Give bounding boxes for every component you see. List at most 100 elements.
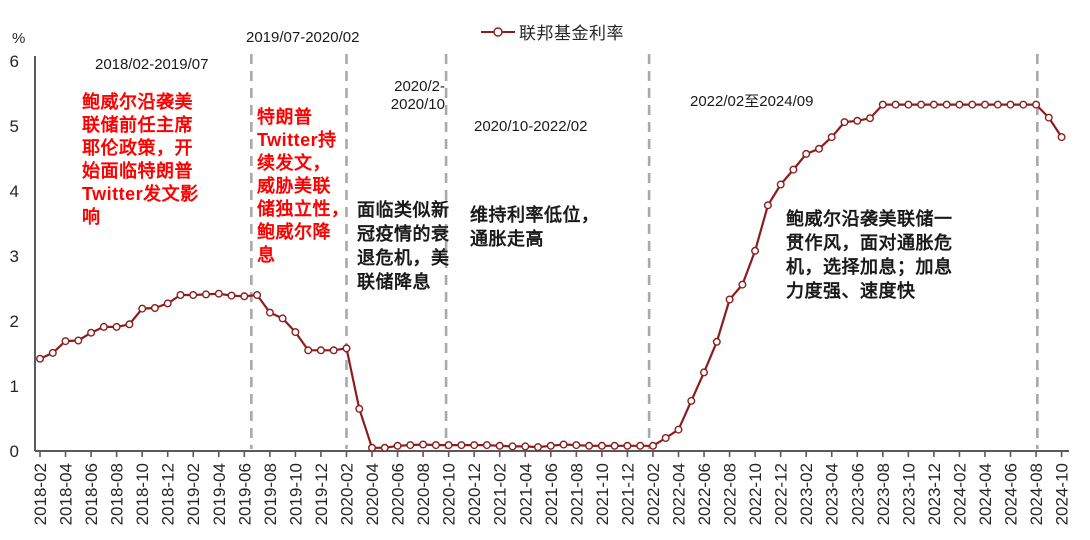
data-point-marker	[610, 441, 619, 450]
y-axis-tick-label: 4	[10, 182, 19, 201]
data-point-marker	[700, 368, 709, 377]
data-point-marker	[265, 308, 274, 317]
x-axis-tick-label: 2022-06	[695, 463, 714, 525]
data-point-marker	[291, 328, 300, 337]
note-2019: 特朗普 Twitter持 续发文， 威胁美联 储独立性， 鲍威尔降息	[257, 106, 350, 267]
data-point-marker	[687, 396, 696, 405]
x-axis-tick-label: 2024-08	[1027, 463, 1046, 525]
data-point-marker	[968, 100, 977, 109]
note-2018-line: 始面临特朗普	[82, 161, 193, 181]
data-point-marker	[201, 290, 210, 299]
note-2022-line: 力度强、速度快	[786, 281, 916, 301]
x-axis-tick-label: 2018-04	[57, 463, 76, 525]
data-point-marker	[572, 441, 581, 450]
x-axis-tick-label: 2023-10	[899, 463, 918, 525]
y-axis-tick-label: 2	[10, 312, 19, 331]
note-2022: 鲍威尔沿袭美联储一 贯作风，面对通胀危 机，选择加息；加息 力度强、速度快	[786, 207, 953, 303]
data-point-marker	[470, 441, 479, 450]
y-axis-tick-label: 3	[10, 247, 19, 266]
x-axis-tick-label: 2020-06	[389, 463, 408, 525]
data-point-marker	[444, 441, 453, 450]
y-axis-tick-label: 5	[10, 117, 19, 136]
data-point-marker	[674, 425, 683, 434]
data-point-marker	[431, 441, 440, 450]
x-axis-tick-label: 2019-06	[235, 463, 254, 525]
y-axis-tick-label: 6	[10, 52, 19, 71]
x-axis-tick-label: 2018-12	[159, 463, 178, 525]
x-axis-tick-label: 2021-02	[491, 463, 510, 525]
data-point-marker	[661, 434, 670, 443]
note-2018: 鲍威尔沿袭美 联储前任主席 耶伦政策，开 始面临特朗普 Twitter发文影响	[82, 91, 199, 229]
x-axis-tick-label: 2021-12	[618, 463, 637, 525]
data-point-marker	[815, 144, 824, 153]
period-label-2020a-line: 2020/2-	[394, 78, 445, 95]
note-2019-line: 储独立性，	[257, 199, 350, 219]
data-point-marker	[1032, 100, 1041, 109]
data-point-marker	[751, 246, 760, 255]
data-point-marker	[508, 442, 517, 451]
data-point-marker	[36, 354, 45, 363]
data-point-marker	[955, 100, 964, 109]
data-point-marker	[559, 440, 568, 449]
x-axis-tick-label: 2022-12	[772, 463, 791, 525]
data-point-marker	[840, 118, 849, 127]
x-axis-tick-label: 2023-06	[848, 463, 867, 525]
period-label-2018-line: 2018/02-2019/07	[95, 56, 209, 73]
legend-line-marker-icon	[481, 26, 515, 37]
period-label-2020a: 2020/2- 2020/10	[391, 78, 445, 114]
note-2019-line: 鲍威尔降	[257, 222, 331, 242]
period-label-2019: 2019/07-2020/02	[246, 29, 359, 47]
data-point-marker	[87, 328, 96, 337]
data-point-marker	[789, 165, 798, 174]
data-point-marker	[99, 322, 108, 331]
note-2018-line: 耶伦政策，开	[82, 138, 193, 158]
data-point-marker	[1019, 100, 1028, 109]
y-axis-tick-label: 0	[10, 442, 19, 461]
note-2020b: 维持利率低位， 通胀走高	[470, 203, 600, 251]
x-axis-tick-label: 2019-02	[184, 463, 203, 525]
note-2019-line: 特朗普	[257, 107, 313, 127]
data-point-marker	[1006, 100, 1015, 109]
x-axis-tick-label: 2019-10	[286, 463, 305, 525]
x-axis-tick-label: 2023-02	[797, 463, 816, 525]
data-point-marker	[1057, 133, 1066, 142]
legend: 联邦基金利率	[480, 19, 624, 44]
period-label-2020b-line: 2020/10-2022/02	[474, 118, 588, 135]
x-axis-tick-label: 2024-04	[976, 463, 995, 525]
data-point-marker	[189, 291, 198, 300]
x-axis-tick-label: 2024-02	[950, 463, 969, 525]
data-point-marker	[355, 404, 364, 413]
x-axis-tick-label: 2023-12	[925, 463, 944, 525]
x-axis-tick-label: 2018-08	[108, 463, 127, 525]
x-axis-tick-label: 2018-02	[31, 463, 50, 525]
data-point-marker	[904, 100, 913, 109]
data-point-marker	[368, 443, 377, 452]
note-2019-line: 威胁美联	[257, 176, 331, 196]
x-axis-tick-label: 2021-04	[516, 463, 535, 525]
data-point-marker	[380, 443, 389, 452]
data-point-marker	[278, 314, 287, 323]
data-point-marker	[738, 280, 747, 289]
data-point-marker	[929, 100, 938, 109]
data-point-marker	[457, 441, 466, 450]
y-axis-tick-label: 1	[10, 377, 19, 396]
note-2020a-line: 联储降息	[357, 272, 431, 292]
data-point-marker	[725, 295, 734, 304]
note-2020a: 面临类似新 冠疫情的衰 退危机，美 联储降息	[357, 198, 450, 294]
data-point-marker	[942, 100, 951, 109]
legend-label: 联邦基金利率	[519, 24, 624, 43]
data-point-marker	[74, 336, 83, 345]
period-label-2022: 2022/02至2024/09	[690, 93, 813, 111]
data-point-marker	[48, 348, 57, 357]
note-2022-line: 鲍威尔沿袭美联储一	[786, 209, 953, 229]
data-point-marker	[112, 322, 121, 331]
x-axis-tick-label: 2022-10	[746, 463, 765, 525]
data-point-marker	[482, 441, 491, 450]
x-axis-tick-label: 2019-12	[312, 463, 331, 525]
x-axis-tick-label: 2022-08	[721, 463, 740, 525]
data-point-marker	[866, 114, 875, 123]
data-point-marker	[419, 440, 428, 449]
data-point-marker	[214, 289, 223, 298]
x-axis-tick-label: 2020-12	[465, 463, 484, 525]
note-2020a-line: 退危机，美	[357, 248, 450, 268]
